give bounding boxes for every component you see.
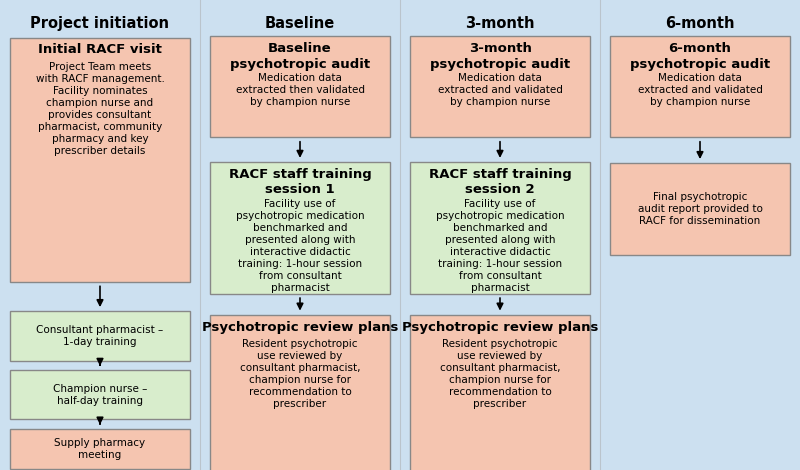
Text: Medication data
extracted and validated
by champion nurse: Medication data extracted and validated … [638, 73, 762, 107]
Text: Final psychotropic
audit report provided to
RACF for dissemination: Final psychotropic audit report provided… [638, 192, 762, 226]
FancyBboxPatch shape [410, 315, 590, 470]
FancyBboxPatch shape [10, 312, 190, 361]
Text: Medication data
extracted and validated
by champion nurse: Medication data extracted and validated … [438, 73, 562, 107]
FancyBboxPatch shape [210, 162, 390, 294]
Text: Project Team meets
with RACF management.
Facility nominates
champion nurse and
p: Project Team meets with RACF management.… [35, 62, 165, 156]
FancyBboxPatch shape [10, 38, 190, 282]
Text: Medication data
extracted then validated
by champion nurse: Medication data extracted then validated… [235, 73, 365, 107]
Text: 3-month
psychotropic audit: 3-month psychotropic audit [430, 42, 570, 70]
FancyBboxPatch shape [210, 315, 390, 470]
Text: RACF staff training
session 1: RACF staff training session 1 [229, 168, 371, 196]
FancyBboxPatch shape [10, 429, 190, 469]
Text: Consultant pharmacist –
1-day training: Consultant pharmacist – 1-day training [36, 325, 164, 347]
Text: 3-month: 3-month [466, 16, 534, 31]
Text: Psychotropic review plans: Psychotropic review plans [402, 321, 598, 334]
Text: 6-month: 6-month [666, 16, 734, 31]
Text: Project initiation: Project initiation [30, 16, 170, 31]
Text: Resident psychotropic
use reviewed by
consultant pharmacist,
champion nurse for
: Resident psychotropic use reviewed by co… [440, 339, 560, 409]
FancyBboxPatch shape [410, 37, 590, 137]
Text: Facility use of
psychotropic medication
benchmarked and
presented along with
int: Facility use of psychotropic medication … [236, 199, 364, 293]
Text: 6-month
psychotropic audit: 6-month psychotropic audit [630, 42, 770, 70]
FancyBboxPatch shape [410, 162, 590, 294]
FancyBboxPatch shape [610, 163, 790, 255]
FancyBboxPatch shape [10, 370, 190, 419]
Text: Baseline: Baseline [265, 16, 335, 31]
Text: Supply pharmacy
meeting: Supply pharmacy meeting [54, 438, 146, 460]
Text: Initial RACF visit: Initial RACF visit [38, 43, 162, 56]
Text: RACF staff training
session 2: RACF staff training session 2 [429, 168, 571, 196]
Text: Champion nurse –
half-day training: Champion nurse – half-day training [53, 384, 147, 406]
Text: Resident psychotropic
use reviewed by
consultant pharmacist,
champion nurse for
: Resident psychotropic use reviewed by co… [240, 339, 360, 409]
Text: Psychotropic review plans: Psychotropic review plans [202, 321, 398, 334]
Text: Facility use of
psychotropic medication
benchmarked and
presented along with
int: Facility use of psychotropic medication … [436, 199, 564, 293]
FancyBboxPatch shape [610, 37, 790, 137]
FancyBboxPatch shape [210, 37, 390, 137]
Text: Baseline
psychotropic audit: Baseline psychotropic audit [230, 42, 370, 70]
